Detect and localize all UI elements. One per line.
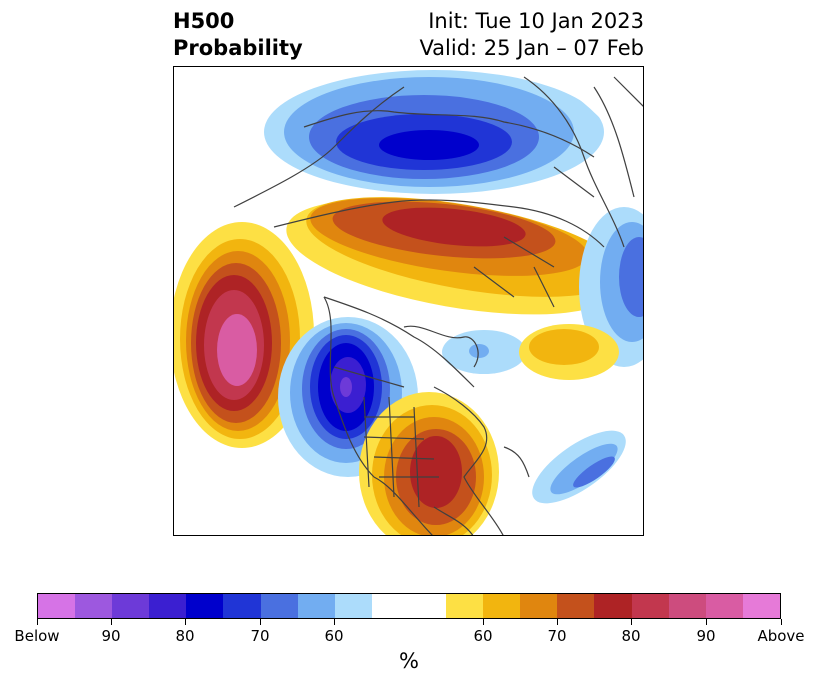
colorbar-segment xyxy=(112,594,150,618)
date-info: Init: Tue 10 Jan 2023 Valid: 25 Jan – 07… xyxy=(419,8,644,62)
colorbar-segment xyxy=(149,594,187,618)
colorbar-tick xyxy=(631,619,632,625)
colorbar-segment xyxy=(186,594,224,618)
colorbar-segment xyxy=(408,594,447,618)
colorbar-tick-label: 80 xyxy=(621,627,641,645)
colorbar-segment xyxy=(594,594,632,618)
map-title: H500 Probability xyxy=(173,8,303,62)
title-line-1: H500 xyxy=(173,9,235,33)
colorbar-tick xyxy=(557,619,558,625)
eastern-siberia-trough xyxy=(579,207,643,367)
colorbar-unit: % xyxy=(399,649,419,673)
colorbar-segment xyxy=(334,594,372,618)
coastlines xyxy=(233,76,643,535)
colorbar-tick-label: 90 xyxy=(696,627,716,645)
colorbar-tick-label: 80 xyxy=(175,627,195,645)
valid-date: Valid: 25 Jan – 07 Feb xyxy=(419,36,644,60)
colorbar-segment xyxy=(705,594,743,618)
colorbar-tick-label: 90 xyxy=(101,627,121,645)
map-canvas xyxy=(174,70,643,535)
atlantic-trough xyxy=(532,430,626,504)
colorbar-segment xyxy=(742,594,780,618)
title-line-2: Probability xyxy=(173,36,303,60)
colorbar-tick-label: 60 xyxy=(324,627,344,645)
arctic-trough xyxy=(264,70,604,194)
colorbar-segment xyxy=(668,594,706,618)
north-pacific-ridge xyxy=(174,222,314,448)
colorbar-tick xyxy=(111,619,112,625)
colorbar-segment xyxy=(297,594,335,618)
colorbar-tick-label: Above xyxy=(757,627,805,645)
colorbar-segment xyxy=(631,594,669,618)
colorbar-tick xyxy=(37,619,38,625)
colorbar-segment xyxy=(371,594,409,618)
colorbar xyxy=(37,593,781,619)
init-date: Init: Tue 10 Jan 2023 xyxy=(428,9,644,33)
colorbar-segment xyxy=(223,594,261,618)
eurasia-ridge xyxy=(286,197,622,315)
colorbar-segment xyxy=(38,594,76,618)
colorbar-tick-label: 70 xyxy=(547,627,567,645)
colorbar-tick xyxy=(483,619,484,625)
probability-map xyxy=(173,66,644,536)
colorbar-tick-label: 60 xyxy=(473,627,493,645)
colorbar-segment xyxy=(557,594,595,618)
colorbar-segment xyxy=(520,594,558,618)
colorbar-segment xyxy=(75,594,113,618)
colorbar-tick xyxy=(260,619,261,625)
colorbar-segment xyxy=(483,594,521,618)
colorbar-tick xyxy=(185,619,186,625)
colorbar-segment xyxy=(260,594,298,618)
colorbar-tick xyxy=(334,619,335,625)
colorbar-tick xyxy=(781,619,782,625)
colorbar-segment xyxy=(446,594,484,618)
colorbar-tick-label: Below xyxy=(14,627,60,645)
colorbar-tick xyxy=(706,619,707,625)
colorbar-tick-label: 70 xyxy=(250,627,270,645)
